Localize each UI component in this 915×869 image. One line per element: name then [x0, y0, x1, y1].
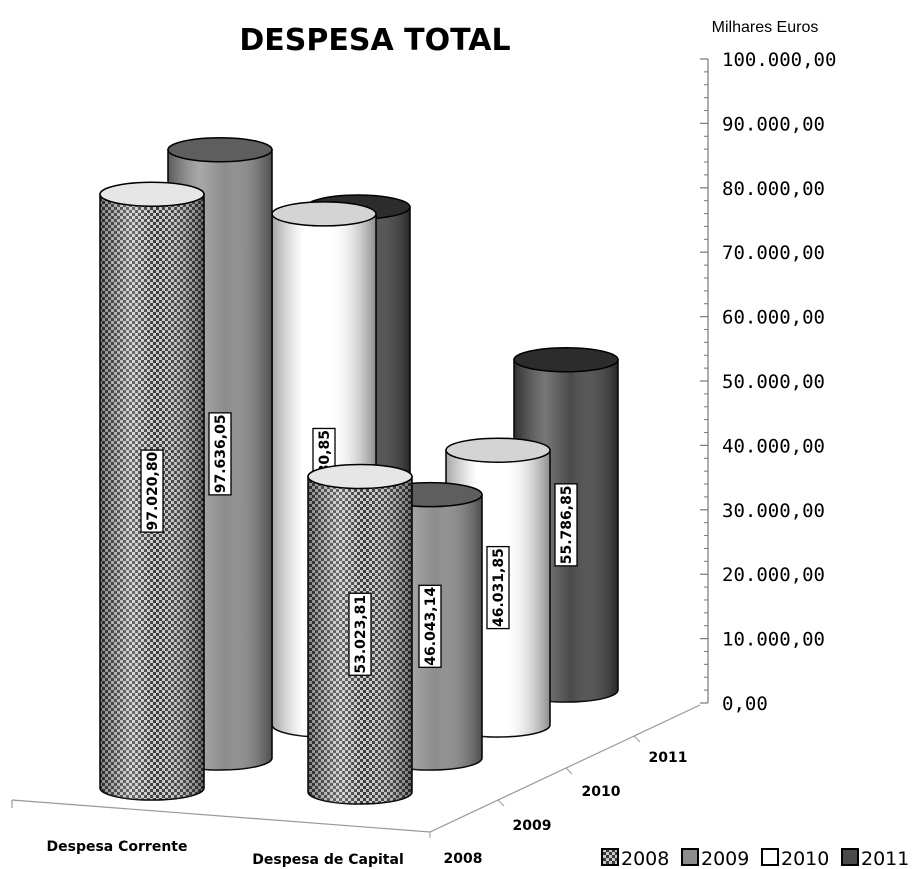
legend-item-2010: 2010 — [761, 848, 829, 869]
y-tick-label: 0,00 — [722, 693, 768, 715]
data-label-box — [348, 592, 372, 676]
legend-label-2010: 2010 — [781, 848, 829, 869]
data-label-text: 53.023,81 — [353, 595, 369, 674]
y-tick-label: 40.000,00 — [722, 435, 825, 457]
data-label-box — [554, 483, 578, 567]
legend-label-2008: 2008 — [621, 848, 669, 869]
data-label-text: 46.043,14 — [423, 587, 439, 666]
data-label-2009-despesa-de-capital: 46.043,14 — [418, 584, 442, 668]
legend-swatch-2008 — [601, 848, 619, 866]
data-label-text: 97.636,05 — [213, 414, 229, 493]
bar-top — [167, 136, 273, 163]
chart-title: DESPESA TOTAL — [239, 23, 510, 58]
data-label-box — [140, 449, 164, 533]
bar-top — [99, 181, 205, 207]
legend-label-2011: 2011 — [861, 848, 909, 869]
bar-top — [271, 201, 377, 227]
data-label-2010-despesa-de-capital: 46.031,85 — [486, 545, 510, 630]
legend: 2008 2009 2010 2011 — [601, 848, 909, 869]
data-label-box — [418, 584, 442, 668]
depth-label-2009: 2009 — [513, 818, 552, 834]
data-label-text: 46.031,85 — [491, 548, 507, 627]
y-tick-label: 60.000,00 — [722, 307, 825, 329]
y-axis: 0,00 10.000,00 20.000,00 30.000,00 40.000,00… — [700, 49, 836, 715]
data-label-box — [486, 545, 510, 630]
legend-swatch-2009 — [681, 848, 699, 866]
data-label-text: 55.786,85 — [559, 485, 575, 564]
depth-label-2008: 2008 — [444, 851, 483, 867]
bar-2008-despesa-corrente: 97.020,80 — [99, 181, 205, 801]
data-label-2009-despesa-corrente: 97.636,05 — [208, 412, 232, 496]
y-tick-label: 20.000,00 — [722, 564, 825, 586]
bar-2008-despesa-de-capital: 53.023,81 — [307, 463, 413, 805]
category-label-despesa-corrente: Despesa Corrente — [47, 839, 188, 855]
data-label-box — [208, 412, 232, 496]
legend-swatch-2010 — [761, 848, 779, 866]
data-label-text: 97.020,80 — [145, 451, 161, 530]
y-axis-unit-label: Milhares Euros — [712, 19, 819, 36]
bars: 78.911,6581.380,8597.636,0597.020,8055.7… — [99, 136, 619, 805]
legend-item-2009: 2009 — [681, 848, 749, 869]
data-label-2011-despesa-de-capital: 55.786,85 — [554, 483, 578, 567]
legend-item-2008: 2008 — [601, 848, 669, 869]
y-tick-label: 100.000,00 — [722, 49, 836, 71]
data-label-2008-despesa-de-capital: 53.023,81 — [348, 592, 372, 676]
data-label-2008-despesa-corrente: 97.020,80 — [140, 449, 164, 533]
bar-top — [307, 463, 413, 490]
y-tick-label: 90.000,00 — [722, 113, 825, 135]
y-tick-label: 50.000,00 — [722, 371, 825, 393]
legend-item-2011: 2011 — [841, 848, 909, 869]
floor — [11, 704, 701, 838]
legend-swatch-2011 — [841, 848, 859, 866]
y-tick-label: 10.000,00 — [722, 629, 825, 651]
y-tick-label: 70.000,00 — [722, 242, 825, 264]
bar-top — [513, 346, 619, 373]
category-label-despesa-de-capital: Despesa de Capital — [252, 852, 404, 868]
depth-label-2010: 2010 — [582, 784, 621, 800]
y-tick-label: 30.000,00 — [722, 500, 825, 522]
y-tick-label: 80.000,00 — [722, 178, 825, 200]
bar-top — [445, 437, 551, 463]
depth-label-2011: 2011 — [649, 750, 688, 766]
legend-label-2009: 2009 — [701, 848, 749, 869]
